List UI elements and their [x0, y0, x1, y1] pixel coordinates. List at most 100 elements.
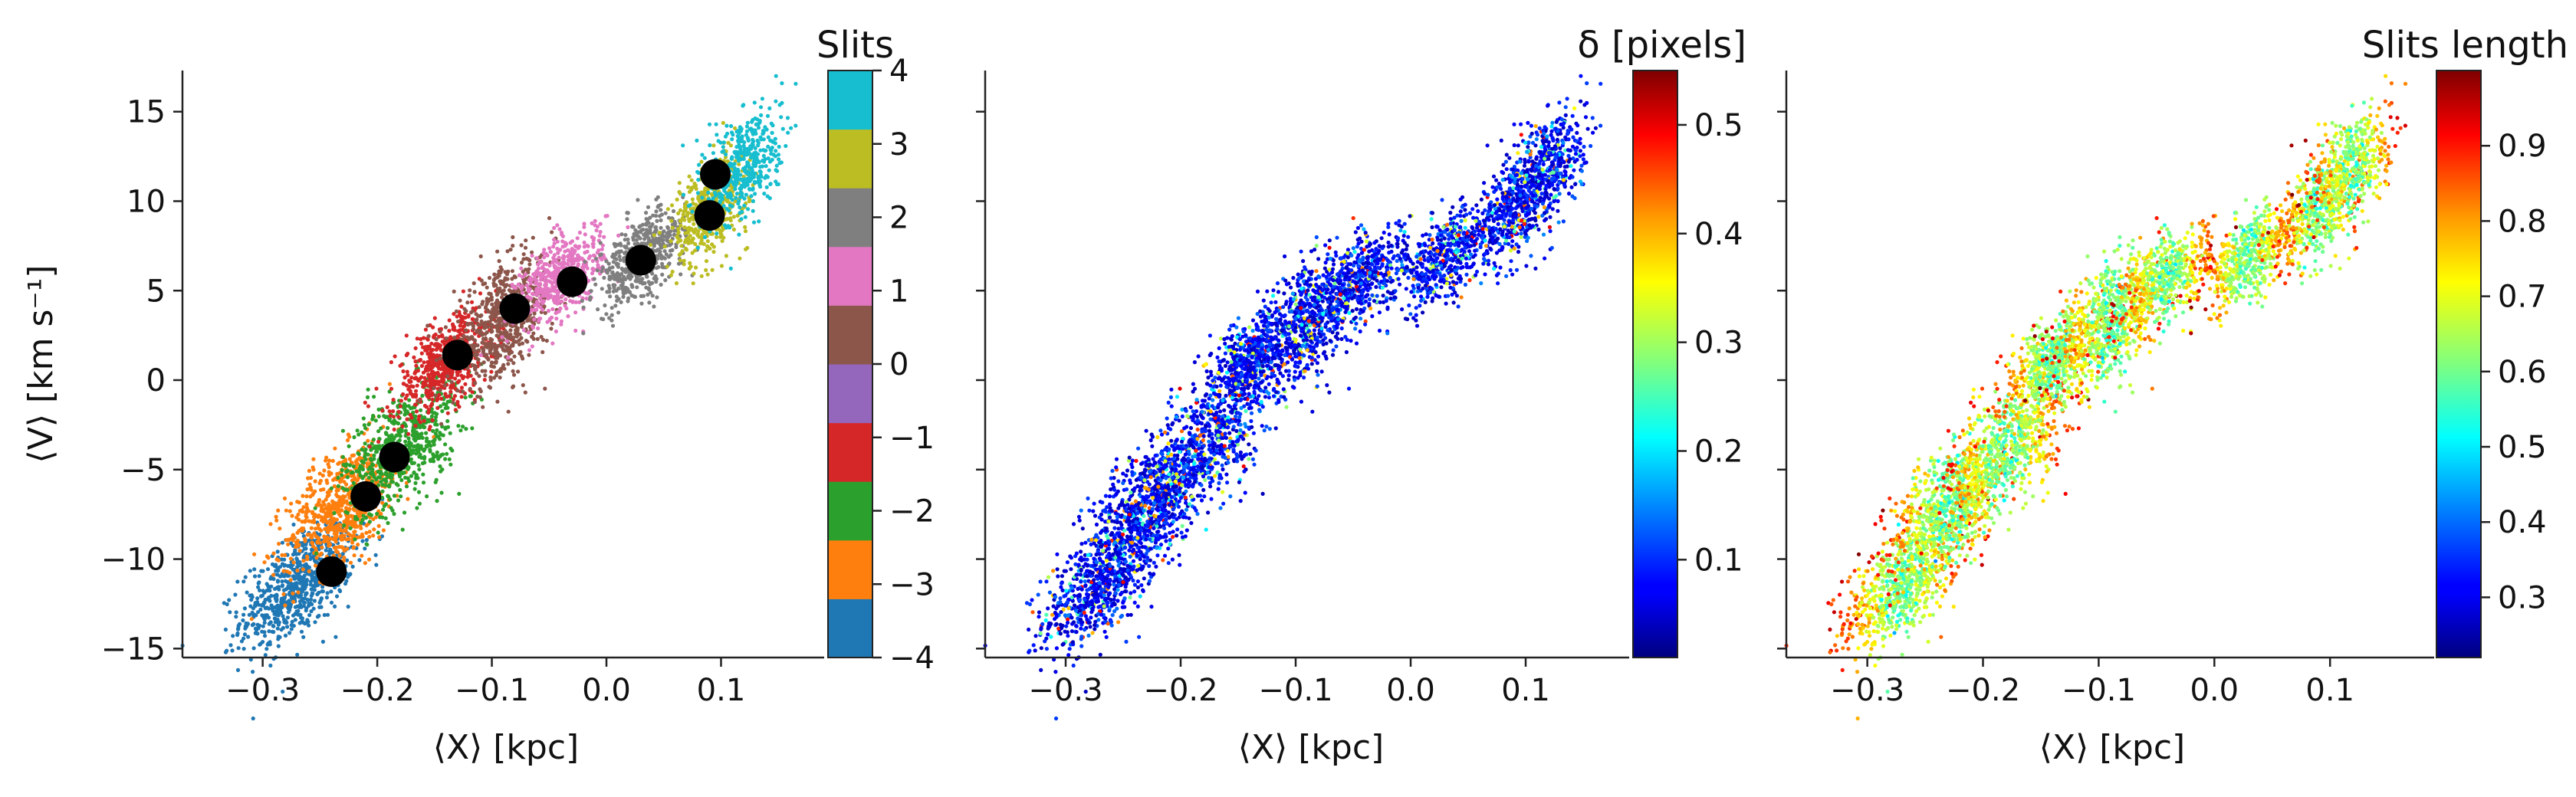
data-point [600, 247, 604, 251]
data-point [307, 509, 311, 513]
data-point [291, 538, 295, 543]
data-point [427, 392, 432, 397]
data-point [489, 326, 495, 330]
data-point [702, 235, 708, 240]
data-point [336, 527, 340, 532]
data-point [512, 354, 517, 359]
data-point [557, 268, 561, 273]
data-point [468, 394, 472, 398]
data-point [417, 501, 422, 506]
data-point [280, 584, 284, 589]
data-point [470, 426, 475, 431]
data-point [363, 441, 367, 446]
data-point [321, 487, 326, 492]
data-point [730, 137, 734, 142]
data-point [449, 385, 453, 390]
data-point [616, 272, 620, 277]
data-point [508, 328, 513, 333]
data-point [468, 288, 472, 293]
data-point [327, 549, 332, 553]
data-point [612, 285, 616, 290]
data-point [262, 600, 267, 605]
data-point [360, 476, 365, 480]
data-point [275, 572, 280, 577]
data-point [371, 533, 376, 538]
data-point [527, 353, 531, 357]
data-point [288, 556, 293, 561]
data-point [542, 248, 547, 252]
data-point [301, 494, 305, 498]
data-point [380, 408, 385, 413]
data-point [668, 243, 672, 248]
data-point [443, 392, 448, 396]
data-point [652, 304, 656, 309]
data-point [682, 218, 687, 222]
data-point [372, 474, 376, 480]
data-point [439, 366, 444, 371]
data-point [573, 328, 578, 333]
data-point [439, 469, 443, 474]
data-point [309, 587, 314, 592]
data-point [724, 199, 730, 204]
data-point [304, 515, 309, 520]
data-point [531, 331, 536, 336]
data-point [338, 534, 343, 540]
data-point [265, 567, 271, 572]
data-point [351, 524, 356, 529]
data-point [351, 464, 356, 469]
data-point [280, 540, 284, 545]
data-point [331, 477, 336, 482]
data-point [280, 562, 285, 566]
data-point [461, 289, 466, 294]
data-point [418, 358, 422, 362]
data-point [264, 554, 269, 559]
data-point [262, 630, 267, 635]
data-point [371, 438, 376, 442]
data-point [777, 144, 781, 149]
data-point [283, 553, 288, 557]
data-point [251, 622, 256, 627]
data-point [447, 457, 452, 461]
data-point [275, 617, 280, 622]
data-point [253, 604, 258, 608]
data-point [262, 617, 267, 622]
data-point [422, 360, 426, 365]
data-point [411, 444, 416, 449]
data-point [453, 408, 458, 412]
data-point [360, 539, 365, 543]
data-point [734, 195, 738, 200]
data-point [492, 272, 497, 277]
data-point [770, 130, 774, 135]
data-point [437, 346, 442, 350]
data-point [509, 350, 514, 355]
data-point [348, 560, 353, 565]
data-point [376, 530, 380, 535]
data-point [274, 594, 279, 599]
data-point [342, 548, 347, 553]
data-point [616, 286, 621, 291]
data-point [310, 533, 314, 538]
data-point [266, 615, 271, 620]
data-point [228, 610, 232, 615]
data-point [431, 325, 435, 330]
data-point [376, 523, 381, 529]
data-point [341, 500, 346, 505]
data-point [652, 233, 656, 238]
data-point [364, 542, 369, 546]
data-point [261, 589, 265, 593]
data-point [544, 287, 548, 293]
data-point [364, 523, 369, 528]
data-point [313, 489, 317, 494]
data-point [532, 307, 537, 312]
data-point [459, 395, 464, 399]
data-point [547, 287, 552, 292]
data-point [355, 478, 360, 483]
data-point [483, 320, 488, 325]
data-point [379, 426, 383, 431]
data-point [390, 409, 396, 414]
data-point [304, 579, 309, 584]
data-point [682, 262, 686, 267]
data-point [777, 157, 781, 162]
data-point [223, 627, 228, 632]
data-point [357, 558, 362, 562]
